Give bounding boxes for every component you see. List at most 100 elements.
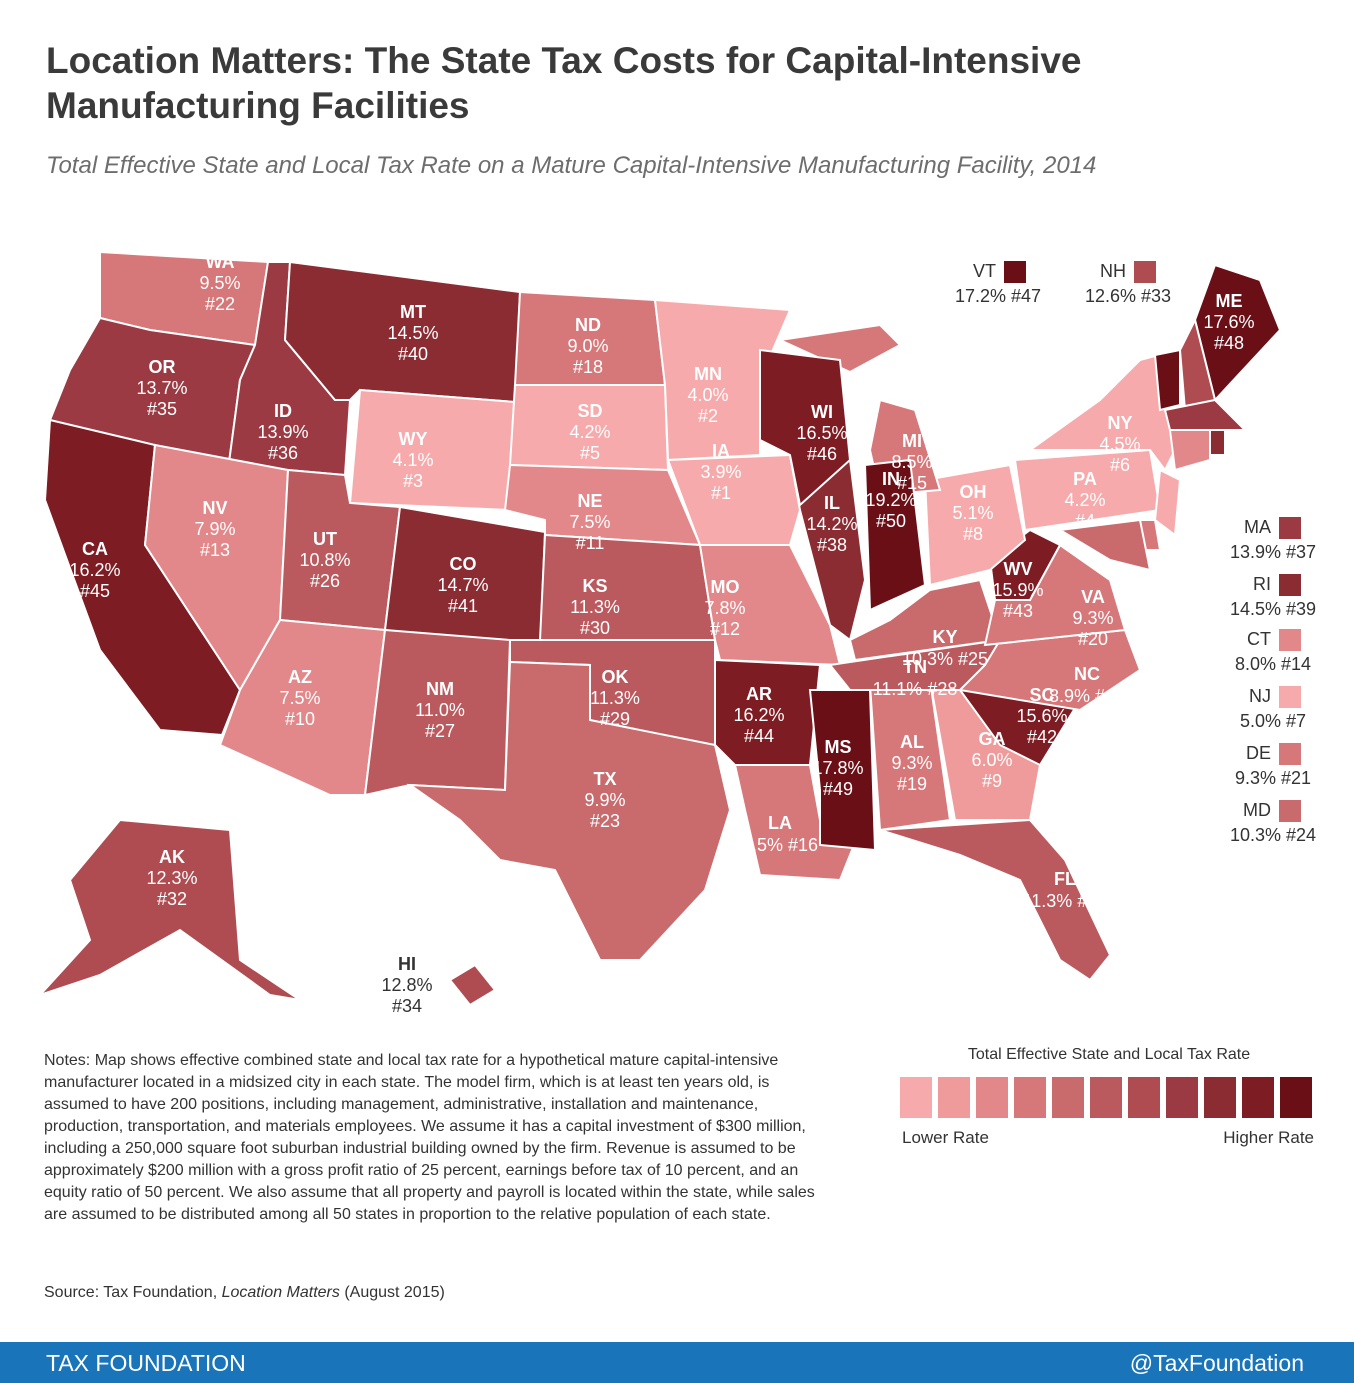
state-rank: #17	[1095, 686, 1125, 706]
state-label: AL9.3%#19	[891, 732, 932, 794]
state-rate: 3.9%	[700, 462, 741, 482]
state-rate-rank: 11.3% #31	[1023, 891, 1108, 911]
state-abbr: MO	[711, 577, 740, 597]
state-rank: #41	[448, 596, 478, 616]
state-rate: 14.7%	[437, 575, 488, 595]
state-abbr: ND	[575, 315, 601, 335]
state-rate: 4.1%	[392, 450, 433, 470]
state-rate: 12.3%	[146, 868, 197, 888]
state-rate: 9.9%	[584, 790, 625, 810]
state-rank: #39	[1286, 599, 1316, 619]
state-label: IA3.9%#1	[700, 441, 741, 503]
state-label: NH 12.6% #33	[1085, 261, 1171, 306]
state-abbr: WV	[1004, 559, 1033, 579]
state-shape	[406, 660, 732, 961]
state-rank: #36	[268, 443, 298, 463]
state-rate: 14.2%	[806, 514, 857, 534]
state-rate: 19.2%	[865, 490, 916, 510]
state-abbr: MT	[400, 302, 426, 322]
state-abbr: NH	[1100, 261, 1126, 281]
state-abbr: AK	[159, 847, 185, 867]
state-abbr: OH	[960, 482, 987, 502]
title: Location Matters: The State Tax Costs fo…	[46, 40, 1082, 126]
state-swatch	[1004, 261, 1026, 283]
state-abbr: HI	[398, 954, 416, 974]
footer: TAX FOUNDATION @TaxFoundation	[0, 1342, 1354, 1383]
state-label: MI8.5%#15	[891, 431, 932, 493]
state-rank: #44	[744, 726, 774, 746]
state-rank: #24	[1286, 825, 1316, 845]
state-swatch	[1279, 517, 1301, 539]
state-abbr: KY	[932, 627, 957, 647]
state-rank: #35	[147, 399, 177, 419]
legend-swatches	[900, 1077, 1312, 1118]
state-rank: #31	[1077, 891, 1107, 911]
state-rank: #43	[1003, 601, 1033, 621]
state-abbr: WY	[399, 429, 428, 449]
state-rank: #22	[205, 294, 235, 314]
state-rate: 4.0%	[687, 385, 728, 405]
state-rate-rank: 14.5% #39	[1230, 599, 1316, 619]
state-rank: #19	[897, 774, 927, 794]
state-label: MD 10.3% #24	[1230, 800, 1316, 845]
state-shape	[863, 458, 927, 612]
state-swatch	[1279, 800, 1301, 822]
state-label: TX9.9%#23	[584, 769, 625, 831]
state-rate-rank: 5.0% #7	[1240, 711, 1306, 731]
state-swatch	[1279, 574, 1301, 596]
state-rank: #14	[1281, 654, 1311, 674]
state-rate: 14.5%	[1230, 599, 1281, 619]
state-rate: 7.5%	[569, 512, 610, 532]
state-abbr: IN	[882, 469, 900, 489]
state-shape	[1057, 518, 1152, 572]
state-rank: #15	[897, 473, 927, 493]
source-prefix: Source: Tax Foundation,	[44, 1284, 222, 1301]
state-abbr: AL	[900, 732, 924, 752]
legend-swatch	[900, 1077, 932, 1118]
state-swatch	[1279, 743, 1301, 765]
state-rate: 9.0%	[567, 336, 608, 356]
state-abbr: CT	[1247, 629, 1271, 649]
state-rate: 14.5%	[387, 323, 438, 343]
state-rank: #27	[425, 721, 455, 741]
source-title: Location Matters	[221, 1284, 340, 1301]
state-abbr: IA	[712, 441, 730, 461]
state-abbr: MI	[902, 431, 922, 451]
legend-swatch	[1280, 1077, 1312, 1118]
state-rank: #30	[580, 618, 610, 638]
state-rate: 4.2%	[1064, 490, 1105, 510]
state-abbr: ID	[274, 401, 292, 421]
state-shape	[759, 348, 852, 507]
state-rank: #11	[576, 533, 605, 553]
state-shape	[1153, 468, 1182, 537]
legend-swatch	[976, 1077, 1008, 1118]
state-abbr: WA	[206, 252, 235, 272]
state-rate-rank: 8.5% #16	[742, 835, 818, 855]
state-rate: 10.3%	[1230, 825, 1281, 845]
state-label: LA8.5% #16	[742, 813, 818, 855]
state-rank: #7	[1286, 711, 1306, 731]
state-rank: #25	[958, 649, 988, 669]
state-shape	[1153, 348, 1181, 412]
state-rank: #29	[600, 709, 630, 729]
state-shape	[923, 463, 1027, 587]
state-swatch	[1134, 261, 1156, 283]
state-abbr: DE	[1246, 743, 1271, 763]
state-rate: 12.8%	[381, 975, 432, 995]
state-rate: 11.3%	[590, 688, 640, 708]
state-swatch	[1279, 686, 1301, 708]
state-label: NV7.9%#13	[194, 498, 235, 560]
state-rate-rank: 13.9% #37	[1230, 542, 1316, 562]
